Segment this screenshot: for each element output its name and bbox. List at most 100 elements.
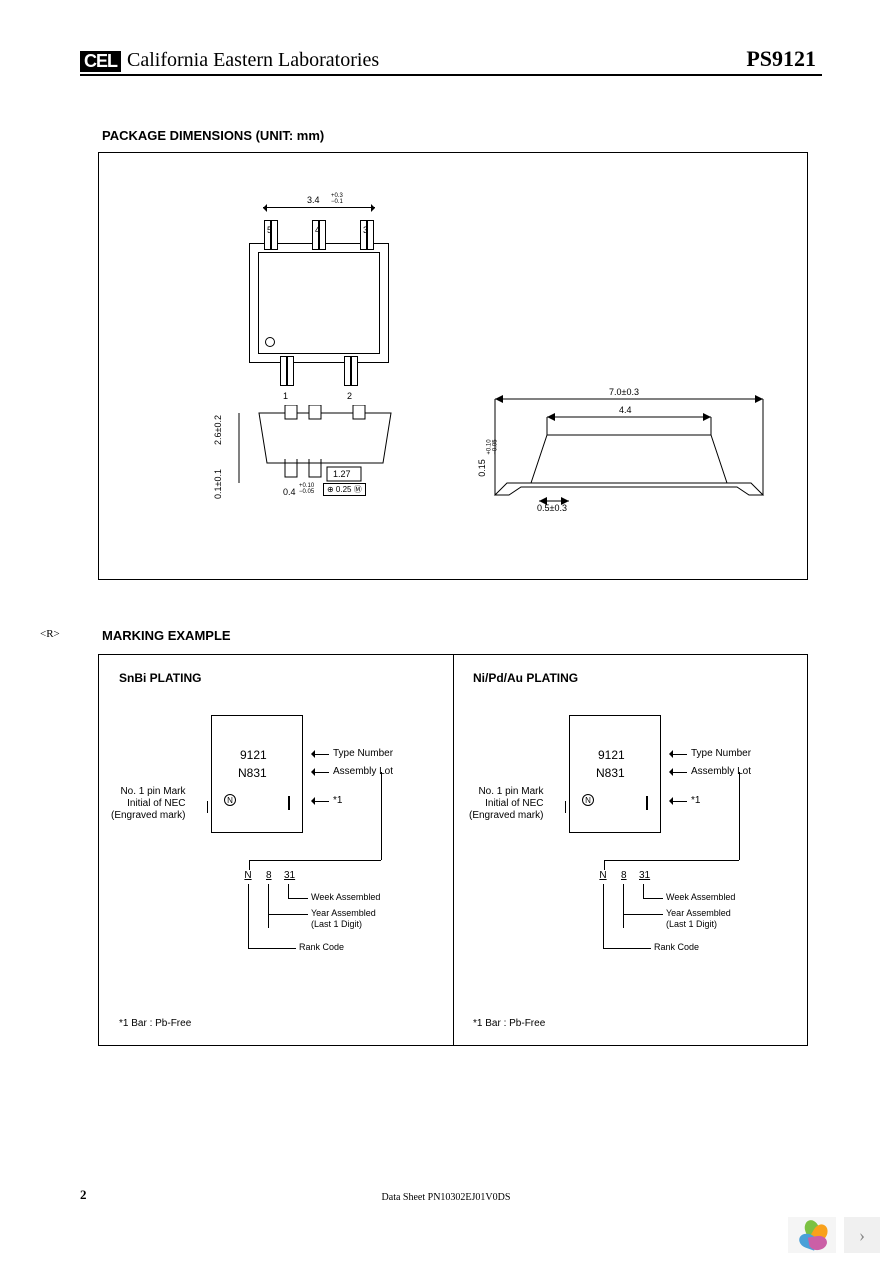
chip-initial-right: N [585, 796, 591, 805]
chip-pin1-mark-left: N [224, 794, 236, 806]
header-left: CEL California Eastern Laboratories [80, 49, 379, 72]
chip-bar-left [288, 796, 290, 810]
callout-type-right: Type Number [691, 748, 751, 759]
section-title-marking: MARKING EXAMPLE [102, 628, 231, 643]
lot-line [268, 884, 269, 928]
dim-line-top-width [263, 207, 375, 208]
arrow-icon [307, 768, 315, 776]
dim-end-overall: 7.0±0.3 [609, 387, 639, 397]
callout-line [249, 860, 381, 861]
lot-char-31: 31 [281, 870, 299, 881]
watermark-logo [788, 1217, 836, 1253]
lot-week-right: Week Assembled [666, 892, 735, 902]
pkg-pin-2 [344, 356, 358, 386]
dim-side-height: 2.6±0.2 [213, 415, 223, 445]
package-dimensions-figure: 3.4 +0.3 −0.1 5 4 3 1 2 [98, 152, 808, 580]
footnote-left: *1 Bar : Pb-Free [119, 1018, 191, 1029]
dim-lead-height: 0.1±0.1 [213, 469, 223, 499]
pin-label-2: 2 [347, 391, 352, 401]
footnote-right: *1 Bar : Pb-Free [473, 1018, 545, 1029]
dim-lead-width: 0.4 [283, 487, 296, 497]
lot-rank-left: Rank Code [299, 942, 344, 952]
chevron-right-icon: › [859, 1225, 865, 1246]
chip-type-right: 9121 [598, 748, 625, 762]
pin-label-1: 1 [283, 391, 288, 401]
chip-marking-right: 9121 N831 N [569, 715, 661, 833]
lot-char-8: 8 [260, 870, 278, 881]
gd-tol-box: ⊕ 0.25 Ⓜ [323, 483, 366, 496]
lot-line [623, 884, 624, 928]
callout-line [604, 860, 739, 861]
callout-line [565, 801, 566, 813]
chip-initial-left: N [227, 796, 233, 805]
callout-line [604, 860, 605, 870]
callout-pin-right: No. 1 pin Mark Initial of NEC (Engraved … [469, 786, 543, 822]
callout-line [673, 772, 687, 773]
cel-logo: CEL [80, 51, 121, 72]
marking-example-figure: SnBi PLATING Ni/Pd/Au PLATING 9121 N831 … [98, 654, 808, 1046]
lot-line [603, 884, 604, 948]
arrow-icon [307, 797, 315, 805]
callout-pin-left: No. 1 pin Mark Initial of NEC (Engraved … [111, 786, 185, 822]
dim-top-width: 3.4 [307, 195, 320, 205]
callout-line [381, 772, 382, 860]
lot-rank-right: Rank Code [654, 942, 699, 952]
lot-line [248, 884, 249, 948]
lot-char-8: 8 [615, 870, 633, 881]
callout-type-left: Type Number [333, 748, 393, 759]
chip-type-left: 9121 [240, 748, 267, 762]
arrow-icon [307, 750, 315, 758]
pin-label-5: 5 [267, 225, 272, 235]
dim-foot: 0.5±0.3 [537, 503, 567, 513]
next-page-button[interactable]: › [844, 1217, 880, 1253]
dim-pitch: 1.27 [333, 469, 351, 479]
lot-line [288, 884, 289, 898]
section-title-package: PACKAGE DIMENSIONS (UNIT: mm) [102, 128, 324, 143]
package-top-view: 3.4 +0.3 −0.1 5 4 3 1 2 [239, 203, 399, 378]
chip-lot-right: N831 [596, 766, 625, 780]
lot-year-left: Year Assembled (Last 1 Digit) [311, 908, 376, 930]
callout-line [673, 754, 687, 755]
lot-line [623, 914, 663, 915]
chip-lot-left: N831 [238, 766, 267, 780]
callout-line [739, 772, 740, 860]
company-name: California Eastern Laboratories [127, 49, 379, 72]
callout-line [249, 860, 250, 870]
page-number: 2 [80, 1187, 87, 1203]
dim-lead-width-tol: +0.10 −0.05 [299, 483, 314, 495]
part-number: PS9121 [746, 46, 816, 72]
arrow-icon [665, 768, 673, 776]
dim-top-width-tol: +0.3 −0.1 [331, 193, 343, 205]
package-body-outer [249, 243, 389, 363]
lot-line [288, 898, 308, 899]
lot-line [268, 914, 308, 915]
side-view-svg [233, 405, 405, 525]
lot-decode-right: N 8 31 Week Assembled Year Assembled (La… [594, 870, 654, 881]
revision-marker: <R> [40, 628, 60, 640]
callout-line [315, 772, 329, 773]
lot-line [248, 948, 296, 949]
callout-bar-right: *1 [691, 795, 700, 806]
dim-standoff-tol: +0.10 −0.05 [487, 439, 499, 454]
callout-line [315, 801, 329, 802]
package-side-view: 2.6±0.2 0.1±0.1 0.4 +0.10 −0.05 1.27 ⊕ 0… [233, 405, 405, 500]
package-body-inner [258, 252, 380, 354]
package-end-view: 7.0±0.3 4.4 0.15 +0.10 −0.05 0.5±0.3 [479, 391, 779, 511]
lot-line [643, 884, 644, 898]
callout-bar-left: *1 [333, 795, 342, 806]
lot-decode-left: N 8 31 Week Assembled Year Assembled (La… [239, 870, 299, 881]
lot-line [603, 948, 651, 949]
panel-divider [453, 655, 454, 1045]
chip-bar-right [646, 796, 648, 810]
document-id: Data Sheet PN10302EJ01V0DS [382, 1192, 511, 1203]
lot-week-left: Week Assembled [311, 892, 380, 902]
lot-line [643, 898, 663, 899]
callout-lot-left: Assembly Lot [333, 766, 393, 777]
lot-year-right: Year Assembled (Last 1 Digit) [666, 908, 731, 930]
page-header: CEL California Eastern Laboratories PS91… [80, 46, 822, 76]
callout-line [315, 754, 329, 755]
callout-lot-right: Assembly Lot [691, 766, 751, 777]
lot-char-N: N [594, 870, 612, 881]
pin1-indicator [265, 337, 275, 347]
lot-char-N: N [239, 870, 257, 881]
